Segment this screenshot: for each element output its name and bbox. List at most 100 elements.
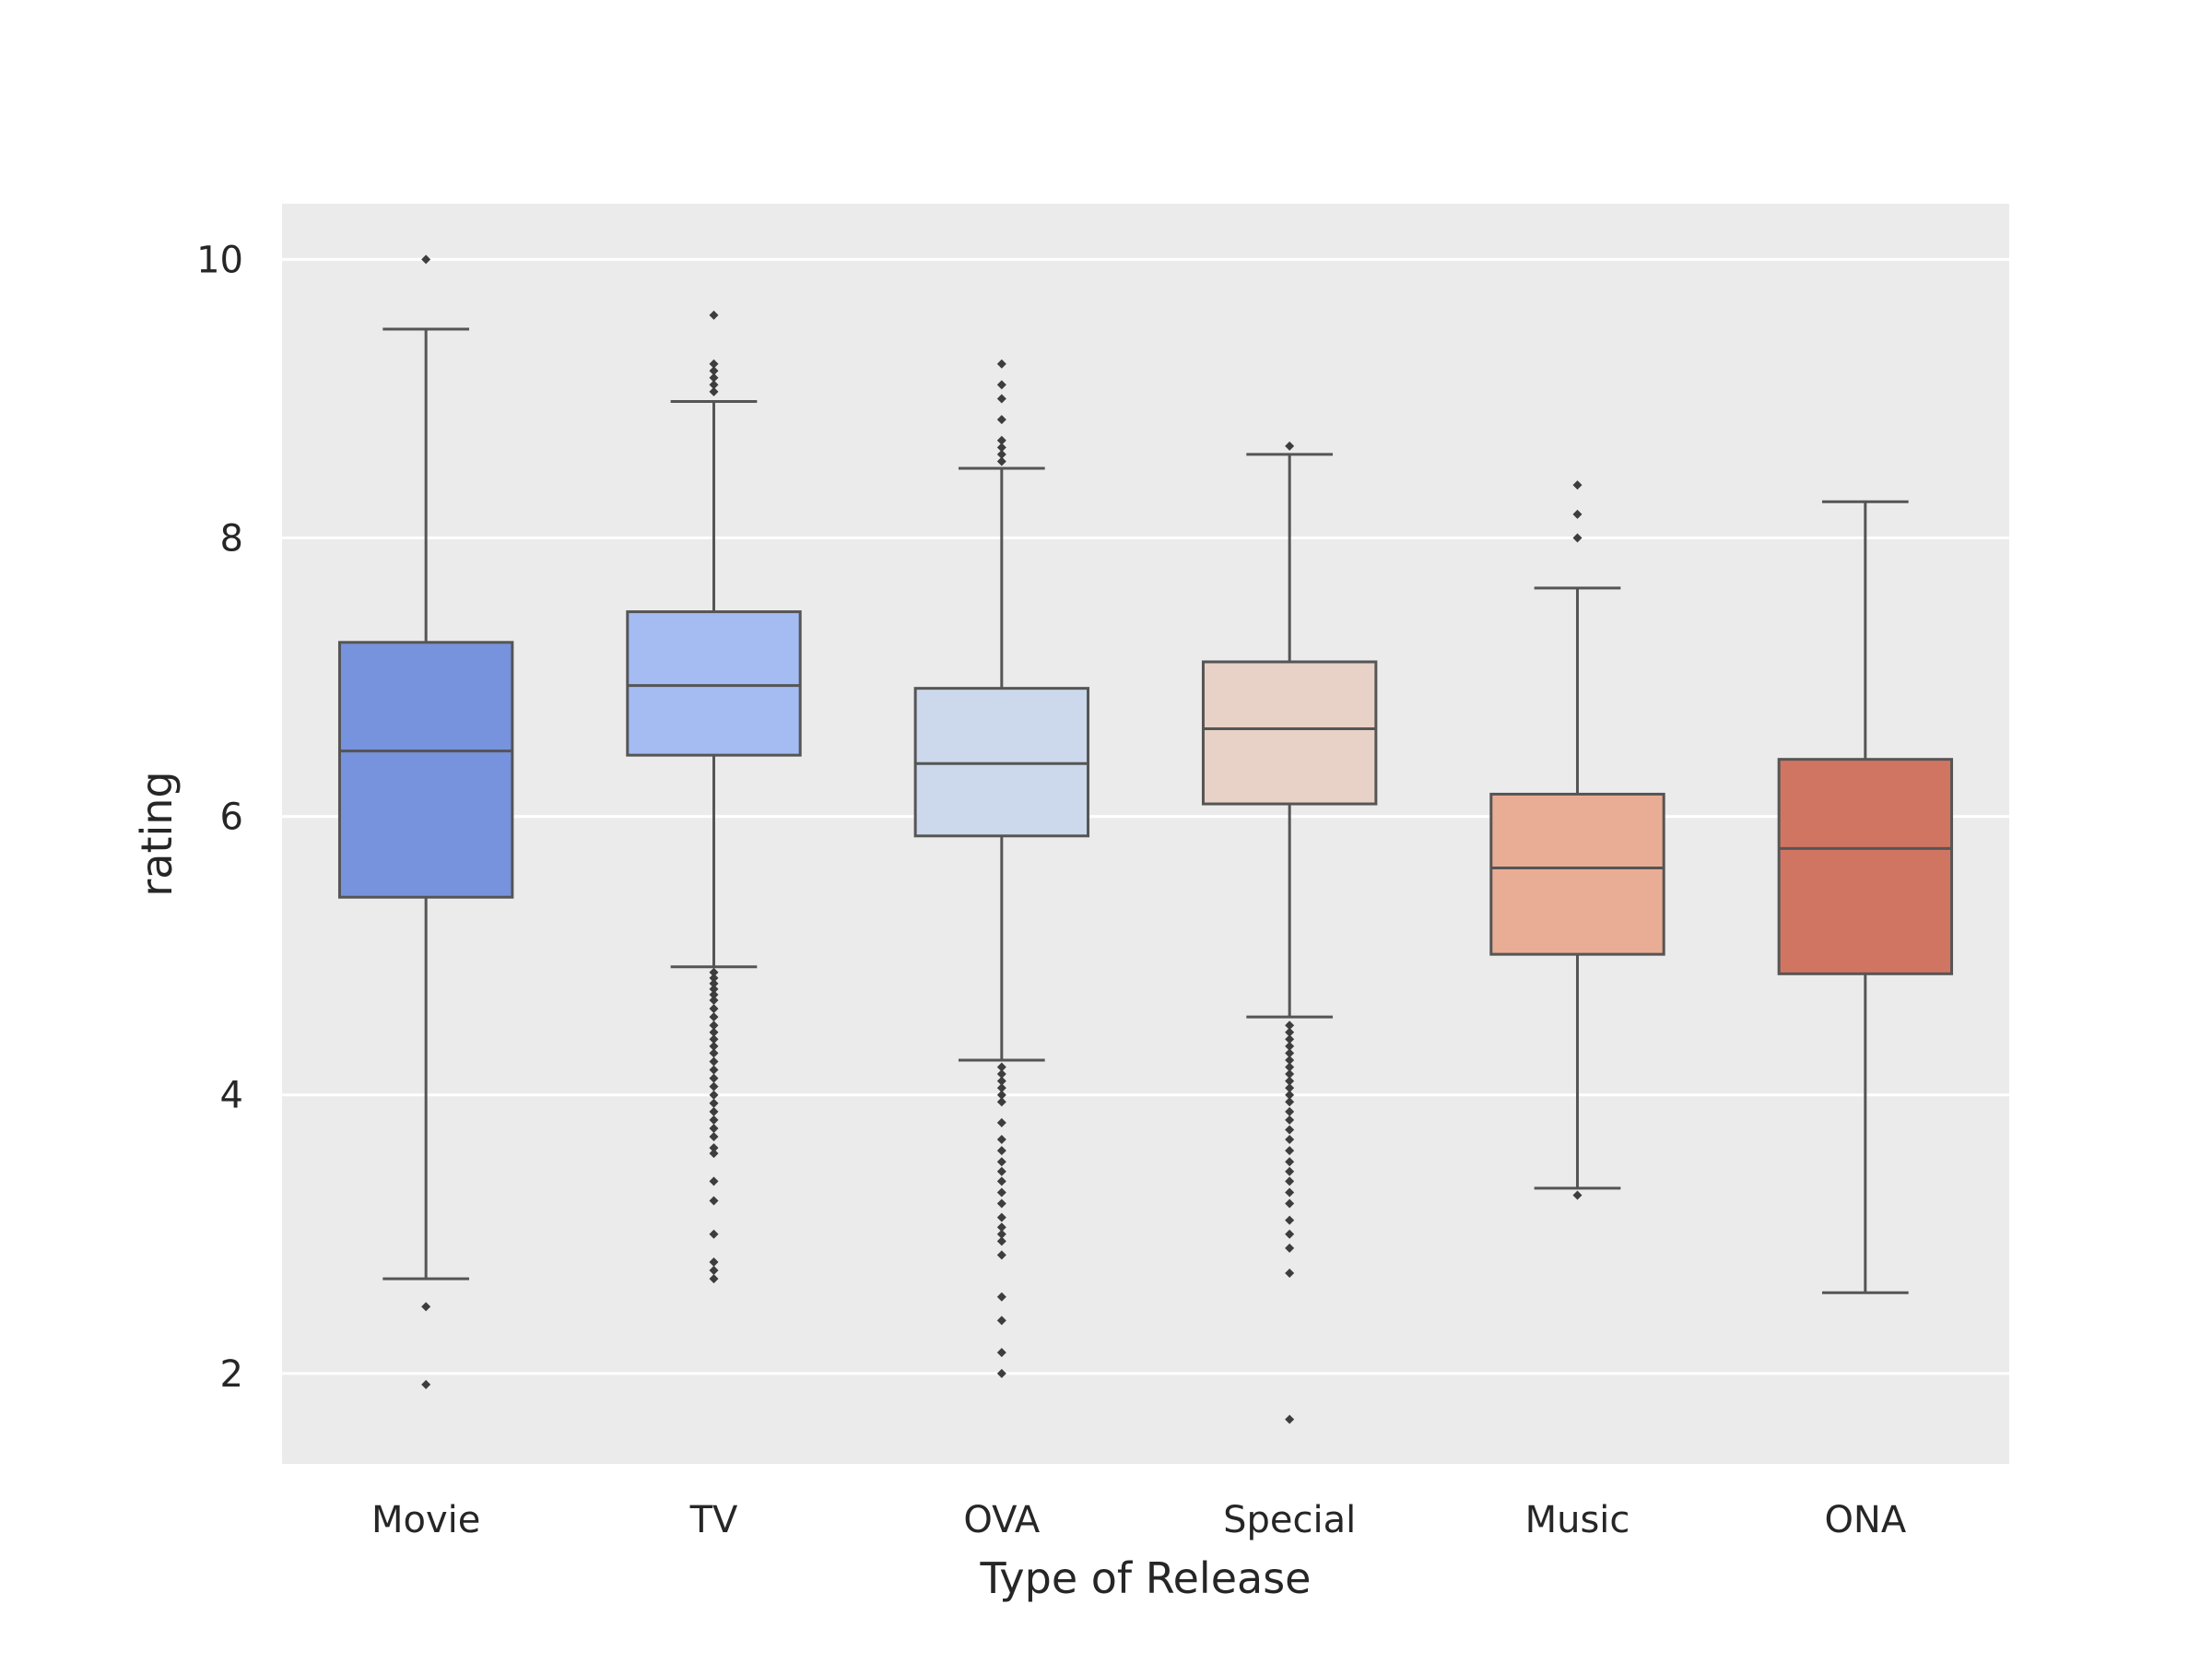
outlier-point xyxy=(1285,1166,1295,1176)
outlier-point xyxy=(996,1117,1006,1127)
box-group xyxy=(1777,500,1954,1294)
outlier-point xyxy=(996,1222,1006,1233)
outlier-point xyxy=(996,1229,1006,1239)
box-iqr xyxy=(1777,758,1954,975)
x-tick-label: Special xyxy=(1223,1499,1356,1541)
outlier-point xyxy=(709,1106,719,1116)
outlier-point xyxy=(996,1236,1006,1246)
box-group xyxy=(1489,480,1665,1200)
outlier-point xyxy=(421,254,431,265)
outlier-point xyxy=(996,1069,1006,1080)
box-group xyxy=(913,359,1090,1378)
outlier-point xyxy=(996,456,1006,466)
tick-labels: 2 4 6 8 10 Movie TV OVA Special Music ONA xyxy=(196,239,1907,1541)
plot-area xyxy=(282,204,2009,1464)
outlier-point xyxy=(709,1123,719,1133)
box-group xyxy=(337,254,514,1389)
outlier-point xyxy=(1285,441,1295,451)
y-tick-label: 8 xyxy=(220,518,243,561)
outlier-point xyxy=(709,1034,719,1044)
outlier-point xyxy=(709,386,719,396)
box-iqr xyxy=(337,641,514,899)
outlier-point xyxy=(709,1196,719,1206)
outlier-point xyxy=(421,1379,431,1389)
outlier-point xyxy=(709,1149,719,1159)
y-tick-label: 10 xyxy=(196,239,243,281)
outlier-point xyxy=(1285,1069,1295,1080)
outlier-point xyxy=(709,978,719,988)
outlier-point xyxy=(1285,1106,1295,1116)
outlier-point xyxy=(996,380,1006,390)
outlier-point xyxy=(996,1348,1006,1358)
outlier-point xyxy=(709,1012,719,1022)
outlier-point xyxy=(1572,533,1583,543)
outlier-point xyxy=(709,1098,719,1108)
outlier-point xyxy=(1285,1125,1295,1135)
outlier-point xyxy=(1285,1027,1295,1037)
outlier-point xyxy=(1285,1055,1295,1065)
box-iqr xyxy=(1201,660,1378,806)
outlier-point xyxy=(1285,1243,1295,1253)
outlier-point xyxy=(709,996,719,1006)
outlier-point xyxy=(996,443,1006,453)
outlier-point xyxy=(996,1083,1006,1093)
box-group xyxy=(1201,441,1378,1424)
outlier-point xyxy=(709,359,719,369)
outlier-point xyxy=(996,1250,1006,1260)
outlier-point xyxy=(996,359,1006,369)
outlier-point xyxy=(996,1198,1006,1209)
x-tick-label: TV xyxy=(689,1499,738,1541)
outlier-point xyxy=(709,1274,719,1284)
outlier-point xyxy=(1285,1269,1295,1279)
outlier-point xyxy=(1285,1187,1295,1198)
outlier-point xyxy=(996,1316,1006,1326)
y-axis-label: rating xyxy=(132,771,182,896)
boxes xyxy=(337,254,1954,1424)
outlier-point xyxy=(709,1143,719,1153)
outlier-point xyxy=(996,1062,1006,1072)
outlier-point xyxy=(1572,1190,1583,1200)
outlier-point xyxy=(996,449,1006,459)
outlier-point xyxy=(1285,1115,1295,1125)
outlier-point xyxy=(1285,1135,1295,1145)
x-tick-label: Music xyxy=(1525,1499,1630,1541)
outlier-point xyxy=(421,1302,431,1312)
y-tick-label: 2 xyxy=(220,1353,243,1396)
outlier-point xyxy=(1285,1090,1295,1100)
outlier-point xyxy=(709,1065,719,1075)
outlier-point xyxy=(709,1081,719,1092)
outlier-point xyxy=(1285,1176,1295,1186)
outlier-point xyxy=(1285,1097,1295,1107)
outlier-point xyxy=(996,1176,1006,1186)
outlier-point xyxy=(996,415,1006,425)
outlier-point xyxy=(996,435,1006,445)
outlier-point xyxy=(996,1157,1006,1167)
outlier-point xyxy=(709,1041,719,1051)
outlier-point xyxy=(709,1073,719,1083)
outlier-point xyxy=(996,1292,1006,1302)
box-iqr xyxy=(626,610,802,757)
outlier-point xyxy=(709,1090,719,1100)
outlier-point xyxy=(709,1004,719,1014)
outlier-point xyxy=(709,380,719,390)
outlier-point xyxy=(709,310,719,320)
outlier-point xyxy=(1285,1041,1295,1051)
outlier-point xyxy=(709,1056,719,1067)
outlier-point xyxy=(709,989,719,999)
outlier-point xyxy=(1285,1083,1295,1093)
box-group xyxy=(626,310,802,1284)
outlier-point xyxy=(709,366,719,376)
outlier-point xyxy=(709,1229,719,1239)
outlier-point xyxy=(709,1266,719,1276)
outlier-point xyxy=(996,1097,1006,1107)
outlier-point xyxy=(1285,1062,1295,1072)
gridlines xyxy=(282,257,2009,1375)
outlier-point xyxy=(996,1076,1006,1086)
outlier-point xyxy=(996,1166,1006,1176)
outlier-point xyxy=(709,1257,719,1267)
outlier-point xyxy=(996,394,1006,404)
outlier-point xyxy=(1285,1021,1295,1031)
outlier-point xyxy=(709,967,719,977)
